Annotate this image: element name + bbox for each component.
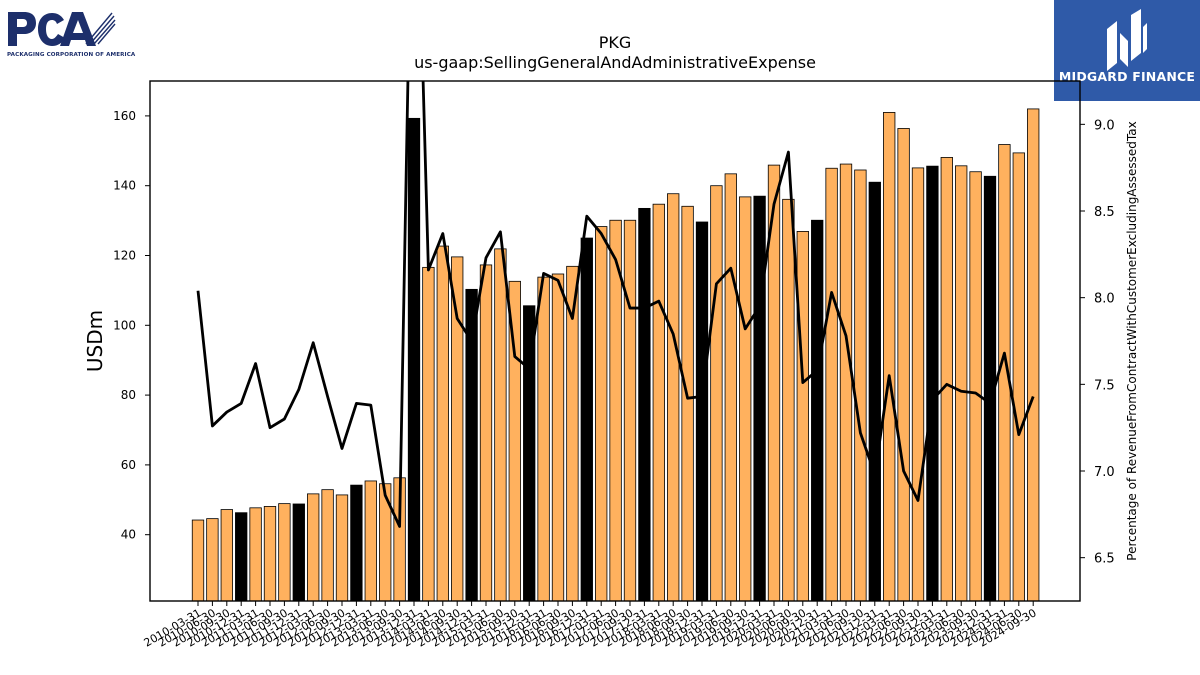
y2-tick-label: 9.0 (1094, 118, 1115, 133)
bar-2018-06-30 (667, 193, 680, 602)
y-tick-label: 40 (121, 528, 136, 542)
bar-2012-06-30 (321, 489, 334, 602)
bar-2024-06-30 (1012, 152, 1025, 602)
bar-2016-12-31 (580, 237, 593, 602)
bar-2010-12-31 (235, 512, 248, 602)
bar-2022-09-30 (911, 167, 925, 602)
bar-2012-09-30 (335, 494, 349, 602)
bar-2018-09-30 (681, 205, 694, 602)
bar-2021-12-31 (868, 181, 881, 602)
bar-2020-09-30 (796, 231, 809, 602)
y-tick-label: 80 (121, 388, 136, 402)
midgard-logo-mark (1107, 9, 1147, 71)
midgard-logo-text: MIDGARD FINANCE (1058, 69, 1196, 84)
bar-2020-12-31 (811, 219, 824, 602)
bar-2021-06-30 (839, 163, 853, 602)
bar-2023-09-30 (969, 171, 982, 602)
bar-2010-06-30 (206, 518, 219, 602)
midgard-finance-logo: MIDGARD FINANCE (1054, 0, 1200, 101)
bar-2021-09-30 (854, 169, 867, 602)
bar-2015-06-30 (494, 248, 507, 602)
bar-2016-03-31 (537, 276, 550, 602)
bar-2011-06-30 (263, 506, 277, 602)
bar-2010-03-31 (191, 519, 205, 602)
bar-2013-03-31 (364, 480, 377, 602)
bar-2012-03-31 (307, 493, 320, 602)
bar-2012-12-31 (350, 484, 363, 602)
chart-title: PKG (599, 33, 632, 52)
bar-2016-06-30 (551, 273, 565, 602)
y-tick-label: 120 (113, 248, 136, 262)
right-axis: 6.5 7.0 7.5 8.0 8.5 9.0 (1080, 118, 1115, 567)
y2-tick-label: 7.5 (1094, 378, 1115, 393)
pca-logo-mark (8, 12, 116, 46)
bar-2018-12-31 (695, 221, 709, 602)
y2-tick-label: 6.5 (1094, 552, 1115, 567)
bar-2022-03-31 (883, 112, 896, 602)
bar-2014-09-30 (451, 256, 464, 602)
y2-tick-label: 8.5 (1094, 205, 1115, 220)
bar-2022-12-31 (926, 165, 939, 602)
bar-2021-03-31 (825, 167, 838, 602)
bar-2011-09-30 (278, 503, 291, 602)
plot-frame (149, 80, 1081, 602)
percentage-line (196, 81, 1035, 528)
chart-subtitle: us-gaap:SellingGeneralAndAdministrativeE… (414, 53, 816, 72)
y-tick-label: 160 (113, 109, 136, 123)
bar-2022-06-30 (897, 128, 910, 602)
y-tick-label: 140 (113, 179, 136, 193)
bar-2011-03-31 (249, 507, 262, 602)
bar-2019-06-30 (724, 173, 737, 602)
bar-2023-03-31 (940, 157, 953, 602)
bar-2010-09-30 (220, 509, 233, 602)
bar-2023-06-30 (955, 165, 968, 602)
bar-2019-12-31 (753, 195, 766, 602)
bar-2018-03-31 (652, 203, 665, 602)
bar-2014-03-31 (422, 266, 435, 602)
y2-tick-label: 8.0 (1094, 292, 1115, 307)
bar-2017-12-31 (638, 207, 651, 602)
y-tick-label: 60 (121, 458, 136, 472)
bar-2014-06-30 (436, 245, 449, 602)
y2-axis-label: Percentage of RevenueFromContractWithCus… (1125, 121, 1139, 560)
bar-2020-06-30 (782, 198, 795, 602)
bar-2013-12-31 (407, 117, 421, 602)
y2-tick-label: 7.0 (1094, 465, 1115, 480)
line-layer (196, 81, 1035, 528)
x-axis: 2010-03-312010-06-302010-09-302010-12-31… (142, 601, 1039, 650)
bar-2011-12-31 (292, 503, 305, 602)
bar-2017-09-30 (623, 219, 637, 602)
bar-2019-09-30 (739, 196, 752, 602)
bar-2017-03-31 (595, 226, 608, 602)
pca-logo: PACKAGING CORPORATION OF AMERICA (6, 6, 135, 62)
y-tick-label: 100 (113, 318, 136, 332)
pca-logo-text: PACKAGING CORPORATION OF AMERICA (7, 52, 136, 58)
bar-2015-03-31 (479, 264, 493, 602)
bars-layer (191, 108, 1040, 602)
y-axis-label: USDm (83, 310, 107, 372)
bar-2024-09-30 (1027, 108, 1040, 602)
left-axis: 40 60 80 100 120 140 160 (113, 109, 150, 542)
bar-2019-03-31 (710, 185, 723, 602)
